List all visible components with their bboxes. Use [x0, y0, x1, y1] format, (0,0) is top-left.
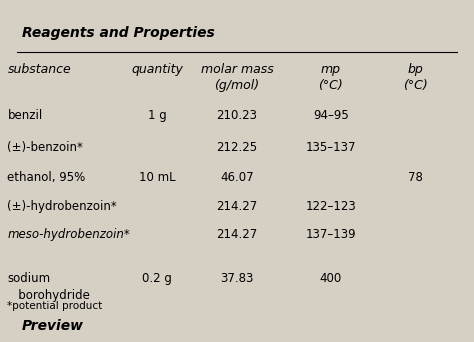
Text: 214.27: 214.27 [216, 200, 258, 213]
Text: benzil: benzil [8, 109, 43, 122]
Text: Preview: Preview [21, 319, 83, 333]
Text: 94–95: 94–95 [313, 109, 348, 122]
Text: 10 mL: 10 mL [139, 171, 176, 184]
Text: 122–123: 122–123 [305, 200, 356, 213]
Text: (±)-hydrobenzoin*: (±)-hydrobenzoin* [8, 200, 117, 213]
Text: mp
(°C): mp (°C) [319, 63, 343, 92]
Text: meso-hydrobenzoin*: meso-hydrobenzoin* [8, 228, 130, 241]
Text: *potential product: *potential product [8, 301, 103, 311]
Text: 214.27: 214.27 [216, 228, 258, 241]
Text: 212.25: 212.25 [217, 141, 257, 154]
Text: Reagents and Properties: Reagents and Properties [21, 26, 214, 40]
Text: bp
(°C): bp (°C) [402, 63, 428, 92]
Text: 1 g: 1 g [148, 109, 167, 122]
Text: 135–137: 135–137 [305, 141, 356, 154]
Text: 400: 400 [319, 272, 342, 285]
Text: 137–139: 137–139 [305, 228, 356, 241]
Text: quantity: quantity [131, 63, 183, 76]
Text: 0.2 g: 0.2 g [142, 272, 173, 285]
Text: molar mass
(g/mol): molar mass (g/mol) [201, 63, 273, 92]
Text: 37.83: 37.83 [220, 272, 254, 285]
Text: ethanol, 95%: ethanol, 95% [8, 171, 86, 184]
Text: sodium
   borohydride: sodium borohydride [8, 272, 91, 302]
Text: 210.23: 210.23 [217, 109, 257, 122]
Text: 46.07: 46.07 [220, 171, 254, 184]
Text: substance: substance [8, 63, 71, 76]
Text: 78: 78 [408, 171, 422, 184]
Text: (±)-benzoin*: (±)-benzoin* [8, 141, 83, 154]
